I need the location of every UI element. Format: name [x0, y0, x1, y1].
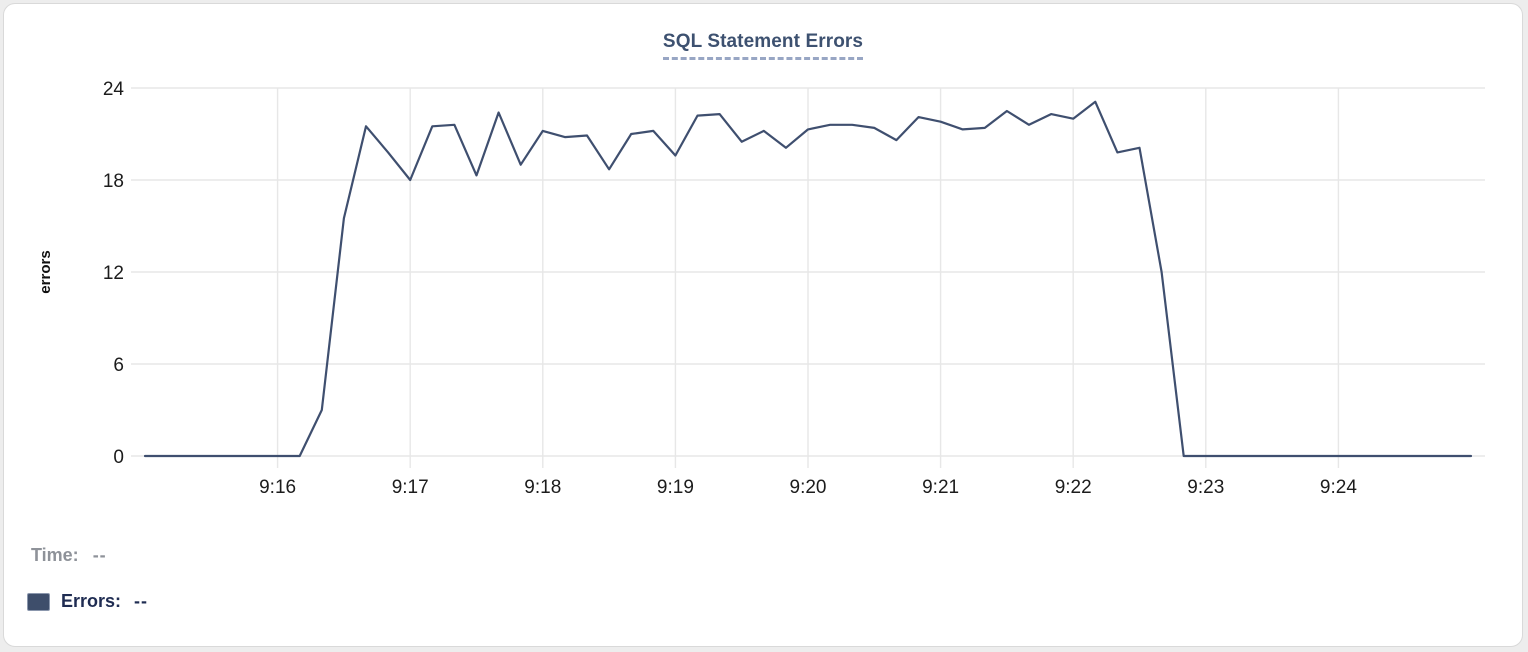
- x-tick-label: 9:22: [1055, 477, 1092, 498]
- legend-errors-value: --: [134, 591, 149, 611]
- x-tick-label: 9:23: [1187, 477, 1224, 498]
- x-tick-label: 9:16: [259, 477, 296, 498]
- chart-title[interactable]: SQL Statement Errors: [662, 31, 864, 60]
- x-tick-label: 9:19: [657, 477, 694, 498]
- y-tick-label: 12: [103, 263, 124, 284]
- legend-time-label: Time:: [31, 545, 79, 565]
- series-line-errors: [143, 100, 1473, 458]
- legend-errors-label: Errors:: [61, 591, 122, 611]
- legend-errors-row: Errors: --: [27, 591, 148, 612]
- y-tick-label: 24: [103, 79, 125, 100]
- x-tick-label: 9:21: [922, 477, 959, 498]
- y-axis-title: errors: [37, 250, 54, 293]
- sql-statement-errors-line-chart[interactable]: 0 6 12 18 24 9:16 9:17 9:18 9:19 9:20 9:21 9:22 9:23…: [4, 4, 1524, 504]
- y-tick-label: 0: [113, 447, 124, 468]
- x-tick-label: 9:24: [1320, 477, 1357, 498]
- legend-time-value: --: [92, 545, 107, 565]
- chart-card: SQL Statement Errors 0 6 12 18 24 9:16 9:17 9:1…: [3, 3, 1523, 647]
- x-tick-label: 9:17: [392, 477, 429, 498]
- x-tick-label: 9:20: [790, 477, 827, 498]
- chart-header: SQL Statement Errors: [4, 31, 1522, 60]
- errors-series-swatch-icon: [27, 592, 50, 611]
- y-tick-label: 18: [103, 171, 124, 192]
- y-tick-label: 6: [113, 355, 124, 376]
- legend-time-row: Time: --: [31, 545, 107, 566]
- x-tick-label: 9:18: [524, 477, 561, 498]
